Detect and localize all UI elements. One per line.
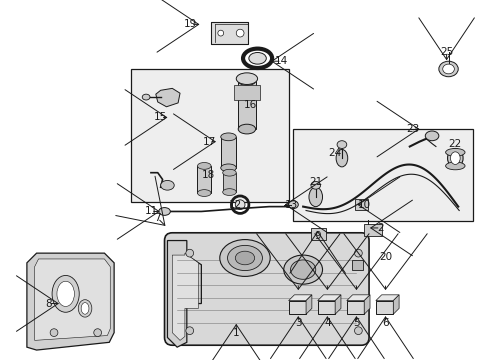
Bar <box>238 81 255 129</box>
Text: 20: 20 <box>378 252 391 262</box>
Ellipse shape <box>94 329 102 337</box>
Ellipse shape <box>308 187 322 207</box>
Ellipse shape <box>217 30 223 36</box>
Text: 9: 9 <box>314 231 320 241</box>
Ellipse shape <box>447 148 462 168</box>
Ellipse shape <box>445 148 464 156</box>
Text: 8: 8 <box>45 298 51 309</box>
Text: 1: 1 <box>232 328 239 338</box>
Ellipse shape <box>57 281 74 306</box>
Ellipse shape <box>227 246 262 271</box>
Polygon shape <box>167 240 201 347</box>
Bar <box>220 137 236 168</box>
Polygon shape <box>346 295 369 301</box>
Ellipse shape <box>185 327 193 334</box>
Polygon shape <box>172 253 198 340</box>
Text: 3: 3 <box>294 318 301 328</box>
Bar <box>346 301 364 314</box>
Ellipse shape <box>219 239 270 276</box>
Polygon shape <box>305 295 311 314</box>
Ellipse shape <box>50 329 58 337</box>
Ellipse shape <box>220 164 236 172</box>
Text: 24: 24 <box>328 148 341 158</box>
Text: 11: 11 <box>144 207 157 216</box>
Bar <box>197 166 211 193</box>
Ellipse shape <box>335 149 347 167</box>
Text: 17: 17 <box>202 137 215 147</box>
Text: 15: 15 <box>154 112 167 122</box>
Polygon shape <box>392 295 398 314</box>
Ellipse shape <box>161 180 174 190</box>
FancyBboxPatch shape <box>164 233 368 345</box>
Text: 14: 14 <box>275 56 288 66</box>
Ellipse shape <box>236 73 257 85</box>
Bar <box>310 228 325 239</box>
Bar <box>317 301 334 314</box>
Ellipse shape <box>222 169 236 176</box>
Text: 12: 12 <box>228 200 242 210</box>
Text: 16: 16 <box>244 100 257 110</box>
Bar <box>130 69 288 202</box>
Polygon shape <box>334 295 340 314</box>
Ellipse shape <box>283 255 322 284</box>
Text: 6: 6 <box>382 318 388 328</box>
Ellipse shape <box>238 76 255 85</box>
Bar <box>234 85 259 100</box>
Text: 19: 19 <box>183 19 197 30</box>
Ellipse shape <box>354 327 362 334</box>
Text: 25: 25 <box>439 46 452 57</box>
Text: 13: 13 <box>285 200 298 210</box>
Ellipse shape <box>197 162 211 169</box>
Ellipse shape <box>336 141 346 148</box>
Ellipse shape <box>445 162 464 170</box>
Ellipse shape <box>142 94 150 100</box>
Text: 21: 21 <box>308 177 322 188</box>
Bar <box>211 22 247 44</box>
Text: 7: 7 <box>154 213 161 223</box>
Ellipse shape <box>222 189 236 195</box>
Ellipse shape <box>438 61 457 77</box>
Polygon shape <box>35 259 110 340</box>
Text: 4: 4 <box>324 318 330 328</box>
Ellipse shape <box>442 64 453 74</box>
Bar <box>354 199 367 211</box>
Polygon shape <box>317 295 340 301</box>
Ellipse shape <box>310 181 320 189</box>
Text: 2: 2 <box>377 223 383 233</box>
Polygon shape <box>288 295 311 301</box>
Bar <box>364 224 381 236</box>
Ellipse shape <box>288 201 298 208</box>
Text: 23: 23 <box>405 124 418 134</box>
Bar <box>222 173 236 192</box>
Ellipse shape <box>52 275 79 312</box>
Bar <box>293 129 472 221</box>
Ellipse shape <box>248 53 266 64</box>
Ellipse shape <box>81 302 89 314</box>
Bar <box>375 301 392 314</box>
Ellipse shape <box>290 260 315 279</box>
Bar <box>351 260 363 270</box>
Ellipse shape <box>425 131 438 141</box>
Polygon shape <box>27 253 114 350</box>
Ellipse shape <box>354 249 362 257</box>
Ellipse shape <box>220 133 236 141</box>
Bar <box>288 301 305 314</box>
Ellipse shape <box>449 152 459 165</box>
Ellipse shape <box>185 249 193 257</box>
Ellipse shape <box>238 124 255 134</box>
Polygon shape <box>364 295 369 314</box>
Ellipse shape <box>236 29 244 37</box>
Text: 18: 18 <box>201 170 214 180</box>
Ellipse shape <box>235 251 254 265</box>
Ellipse shape <box>159 208 170 215</box>
Polygon shape <box>156 88 180 107</box>
Ellipse shape <box>235 200 244 210</box>
Text: 10: 10 <box>357 200 370 210</box>
Text: 22: 22 <box>448 139 461 149</box>
Ellipse shape <box>78 300 92 317</box>
Ellipse shape <box>197 190 211 197</box>
Polygon shape <box>375 295 398 301</box>
Text: 5: 5 <box>352 318 359 328</box>
